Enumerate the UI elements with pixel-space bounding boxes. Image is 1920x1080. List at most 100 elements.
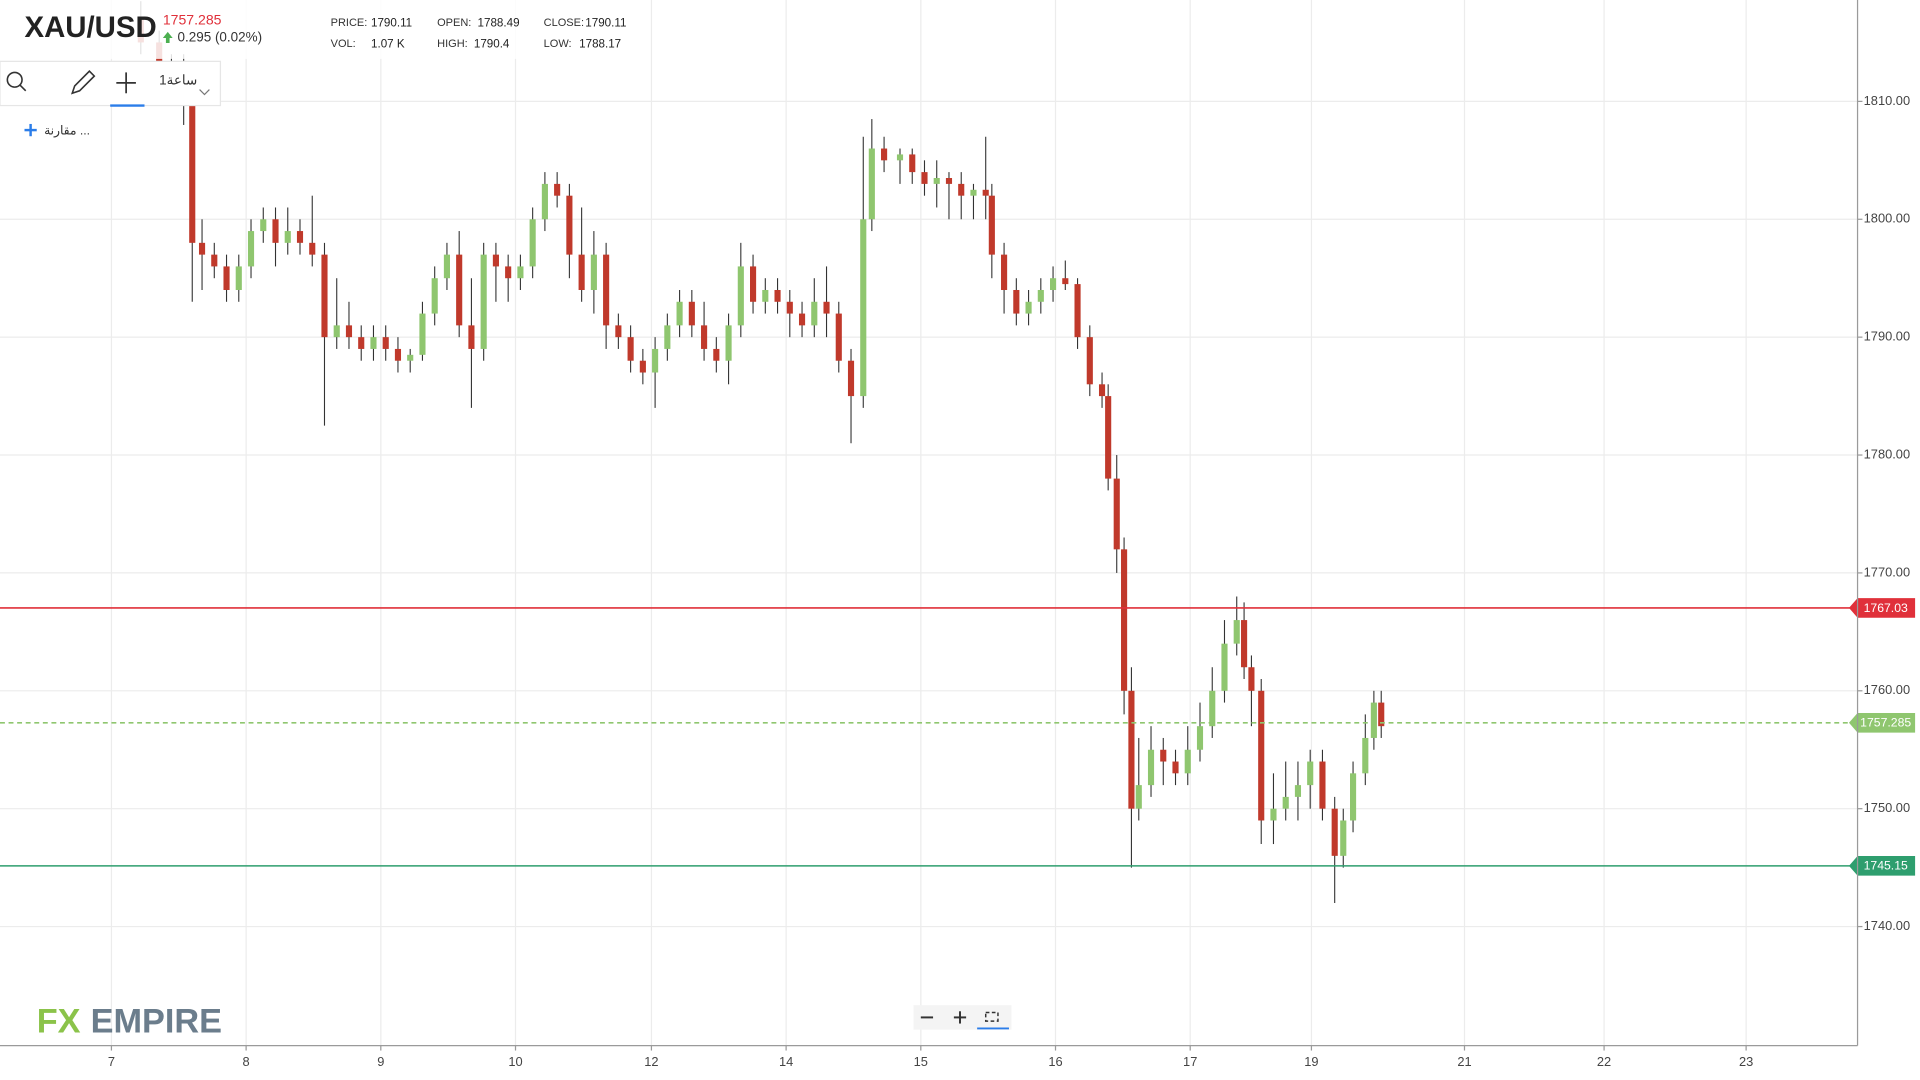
candles [137, 1, 1385, 903]
candle-body [1319, 761, 1326, 809]
x-tick-label: 7 [108, 1054, 115, 1069]
y-tick-label: 1800.00 [1864, 211, 1910, 226]
candle-body [1172, 761, 1179, 774]
y-tick-label: 1770.00 [1864, 564, 1910, 579]
candle-body [909, 154, 916, 173]
candle-body [725, 325, 732, 361]
candle-body [394, 348, 402, 361]
candle-body [235, 266, 242, 290]
x-tick-label: 8 [243, 1054, 250, 1069]
candle-body [1340, 820, 1347, 856]
price-tag-label: 1757.285 [1860, 716, 1911, 730]
candle-body [1378, 702, 1385, 727]
candle-body [1105, 396, 1112, 479]
candle-body [676, 301, 683, 326]
x-tick-label: 15 [914, 1054, 928, 1069]
candle-body [1025, 301, 1032, 314]
y-tick-label: 1760.00 [1864, 682, 1910, 697]
candle-body [762, 289, 769, 302]
price-tag [1848, 598, 1916, 618]
stat-value: 1790.11 [371, 16, 412, 29]
candle-body [615, 325, 622, 338]
candle-body [407, 354, 414, 361]
candle-body [443, 254, 450, 279]
x-tick-label: 21 [1457, 1054, 1471, 1069]
candle-body [881, 148, 888, 161]
candle-body [382, 337, 389, 349]
candle-body [566, 195, 573, 255]
candle-body [1233, 620, 1240, 644]
crosshair-button[interactable] [110, 72, 145, 107]
candle-body [1282, 796, 1289, 809]
candle-body [639, 360, 646, 373]
candle-body [958, 183, 965, 196]
toolbar [0, 60, 222, 107]
candle-body [811, 301, 818, 326]
x-tick-label: 14 [779, 1054, 793, 1069]
zoom-in[interactable] [953, 1011, 967, 1024]
y-tick-label: 1750.00 [1864, 800, 1910, 815]
up-arrow [162, 31, 173, 43]
candle-body [1128, 690, 1135, 809]
last-price: 1757.285 [163, 12, 222, 28]
x-tick-label: 23 [1739, 1054, 1753, 1069]
candle-body [578, 254, 585, 290]
x-tick-label: 19 [1304, 1054, 1318, 1069]
candle-body [370, 337, 377, 349]
price-tag-label: 1745.15 [1864, 859, 1908, 873]
interval-select[interactable]: 1ساعة [159, 73, 197, 88]
stat-label: VOL: [331, 38, 356, 50]
candle-body [272, 219, 279, 243]
candle-body [1184, 749, 1191, 774]
stat-value: 1790.11 [585, 16, 626, 29]
candle-body [786, 301, 793, 314]
candle-body [1331, 808, 1338, 856]
candle-body [529, 219, 536, 267]
candle-body [590, 254, 597, 290]
candle-body [321, 254, 328, 338]
candle-body [713, 348, 720, 361]
candle-body [688, 301, 695, 326]
x-tick-label: 12 [644, 1054, 658, 1069]
y-tick-label: 1740.00 [1864, 918, 1910, 933]
candle-body [970, 189, 977, 196]
compare-label[interactable]: مقارنة ... [44, 124, 90, 138]
candle-body [1121, 549, 1128, 691]
candle-body [1350, 773, 1357, 821]
candle-body [247, 231, 255, 267]
candle-body [750, 266, 757, 302]
candle-body [982, 189, 989, 196]
candle-body [1160, 749, 1167, 762]
y-tick-label: 1780.00 [1864, 446, 1910, 461]
search-button[interactable] [6, 71, 27, 92]
candle-body [1098, 384, 1106, 397]
candle-body [541, 183, 548, 220]
grid [0, 0, 1863, 1051]
candle-body [211, 254, 218, 267]
candle-body [1248, 667, 1255, 691]
price-tag-label: 1767.03 [1864, 601, 1908, 615]
x-tick-label: 9 [377, 1054, 384, 1069]
candle-body [627, 337, 634, 361]
candle-body [198, 242, 206, 255]
candle-body [1050, 278, 1057, 290]
candle-body [480, 254, 487, 349]
candle-body [868, 148, 875, 220]
stat-value: 1790.4 [474, 37, 510, 50]
header-bg [0, 0, 649, 59]
candle-body [1362, 737, 1369, 774]
x-tick-label: 16 [1048, 1054, 1062, 1069]
draw-button[interactable] [70, 70, 96, 95]
candle-body [189, 101, 196, 243]
candle-body [835, 313, 842, 361]
candle-body [296, 231, 304, 243]
candle-body [333, 325, 340, 338]
compare-button[interactable]: مقارنة ... [24, 124, 90, 138]
dropdown-arrow [199, 89, 210, 96]
logo-empire: EMPIRE [91, 1003, 222, 1041]
stat-value: 1.07 K [371, 37, 405, 50]
candle-body [664, 325, 671, 349]
candle-body [823, 301, 830, 314]
fullscreen[interactable] [977, 1011, 1009, 1030]
